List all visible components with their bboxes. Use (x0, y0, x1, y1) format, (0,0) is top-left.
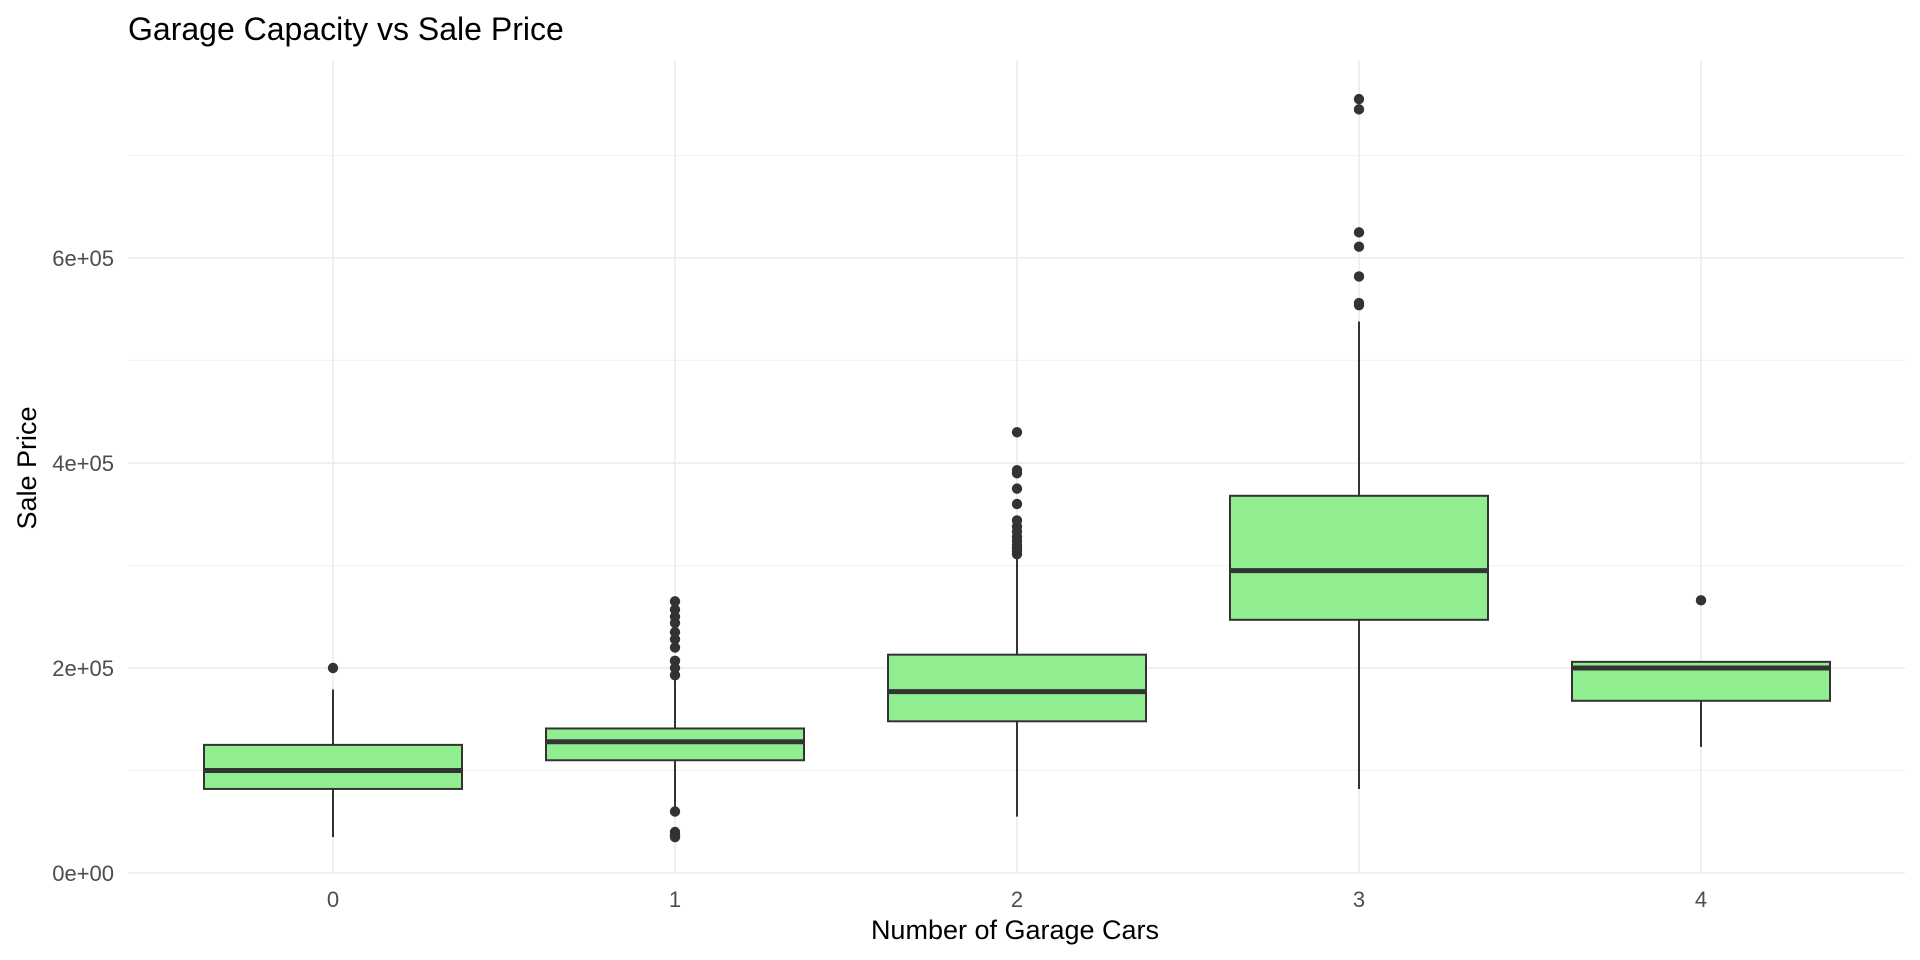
x-tick-label: 2 (1011, 887, 1023, 912)
y-axis-ticks: 0e+00 2e+05 4e+05 6e+05 (52, 246, 114, 886)
outlier-point (669, 669, 681, 681)
iqr-box (545, 727, 805, 762)
y-tick-label: 4e+05 (52, 451, 114, 476)
y-tick-label: 2e+05 (52, 656, 114, 681)
box-category-0 (203, 662, 463, 838)
outlier-point (1011, 483, 1023, 494)
outlier-point (1353, 227, 1365, 238)
outlier-point (1011, 515, 1023, 526)
outlier-point (669, 655, 681, 667)
outlier-point (1353, 93, 1365, 105)
outlier-point (669, 662, 681, 674)
x-tick-label: 0 (327, 887, 339, 912)
outlier-point (669, 596, 681, 607)
x-tick-label: 3 (1353, 887, 1365, 912)
outlier-point (669, 626, 681, 638)
box-category-2 (887, 427, 1147, 817)
iqr-box (1229, 494, 1489, 621)
outlier-point (669, 806, 681, 817)
y-tick-label: 6e+05 (52, 246, 114, 271)
outlier-point (1011, 427, 1023, 438)
outlier-point (1695, 595, 1707, 606)
x-tick-label: 4 (1695, 887, 1707, 912)
outlier-point (1011, 464, 1023, 476)
chart-title: Garage Capacity vs Sale Price (128, 11, 564, 47)
x-tick-label: 1 (669, 887, 681, 912)
outlier-point (1353, 297, 1365, 309)
iqr-box (887, 653, 1147, 723)
outlier-point (669, 604, 681, 615)
box-layer (203, 93, 1831, 843)
box-category-3 (1229, 93, 1489, 789)
iqr-box (203, 743, 463, 790)
outlier-point (669, 611, 681, 622)
outlier-point (1353, 241, 1365, 252)
outlier-point (1011, 498, 1023, 510)
box-category-1 (545, 596, 805, 843)
outlier-point (1353, 104, 1365, 115)
x-axis-ticks: 0 1 2 3 4 (327, 887, 1707, 912)
outlier-point (669, 642, 681, 653)
outlier-point (669, 831, 681, 843)
outlier-point (669, 634, 681, 645)
y-axis-title: Sale Price (12, 406, 42, 529)
outlier-point (327, 662, 339, 674)
y-tick-label: 0e+00 (52, 861, 114, 886)
outlier-point (1353, 271, 1365, 282)
box-category-4 (1571, 595, 1831, 747)
x-axis-title: Number of Garage Cars (871, 915, 1159, 945)
